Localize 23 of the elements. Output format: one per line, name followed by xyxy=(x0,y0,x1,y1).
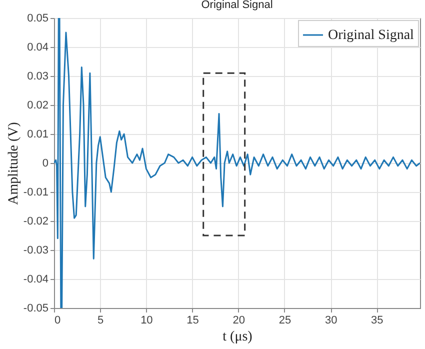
legend-label: Original Signal xyxy=(328,28,414,43)
x-tick-label: 20 xyxy=(232,314,246,326)
y-tick-label: -0.04 xyxy=(23,274,48,286)
y-tick-label: 0.05 xyxy=(27,12,48,24)
y-tick-label: -0.03 xyxy=(23,244,48,256)
y-tick-label: -0.02 xyxy=(23,216,48,228)
x-tick-label: 30 xyxy=(324,314,338,326)
y-tick-label: 0.04 xyxy=(27,42,48,54)
x-tick-label: 15 xyxy=(186,314,199,326)
y-axis-title: Amplitude (V) xyxy=(6,122,22,205)
chart-title: Original Signal xyxy=(201,0,273,11)
x-tick-label: 10 xyxy=(140,314,153,326)
y-tick-label: 0.03 xyxy=(27,70,48,82)
y-tick-label: -0.05 xyxy=(23,302,48,314)
y-tick-label: 0 xyxy=(42,158,48,170)
y-tick-label: -0.01 xyxy=(23,186,48,198)
y-tick-label: 0.02 xyxy=(27,100,48,112)
x-tick-label: 0 xyxy=(54,314,61,326)
x-axis-title: t (μs) xyxy=(222,330,253,344)
x-tick-label: 5 xyxy=(98,314,104,326)
y-tick-label: 0.01 xyxy=(27,128,48,140)
x-tick-label: 25 xyxy=(278,314,292,326)
x-tick-label: 35 xyxy=(371,314,384,326)
